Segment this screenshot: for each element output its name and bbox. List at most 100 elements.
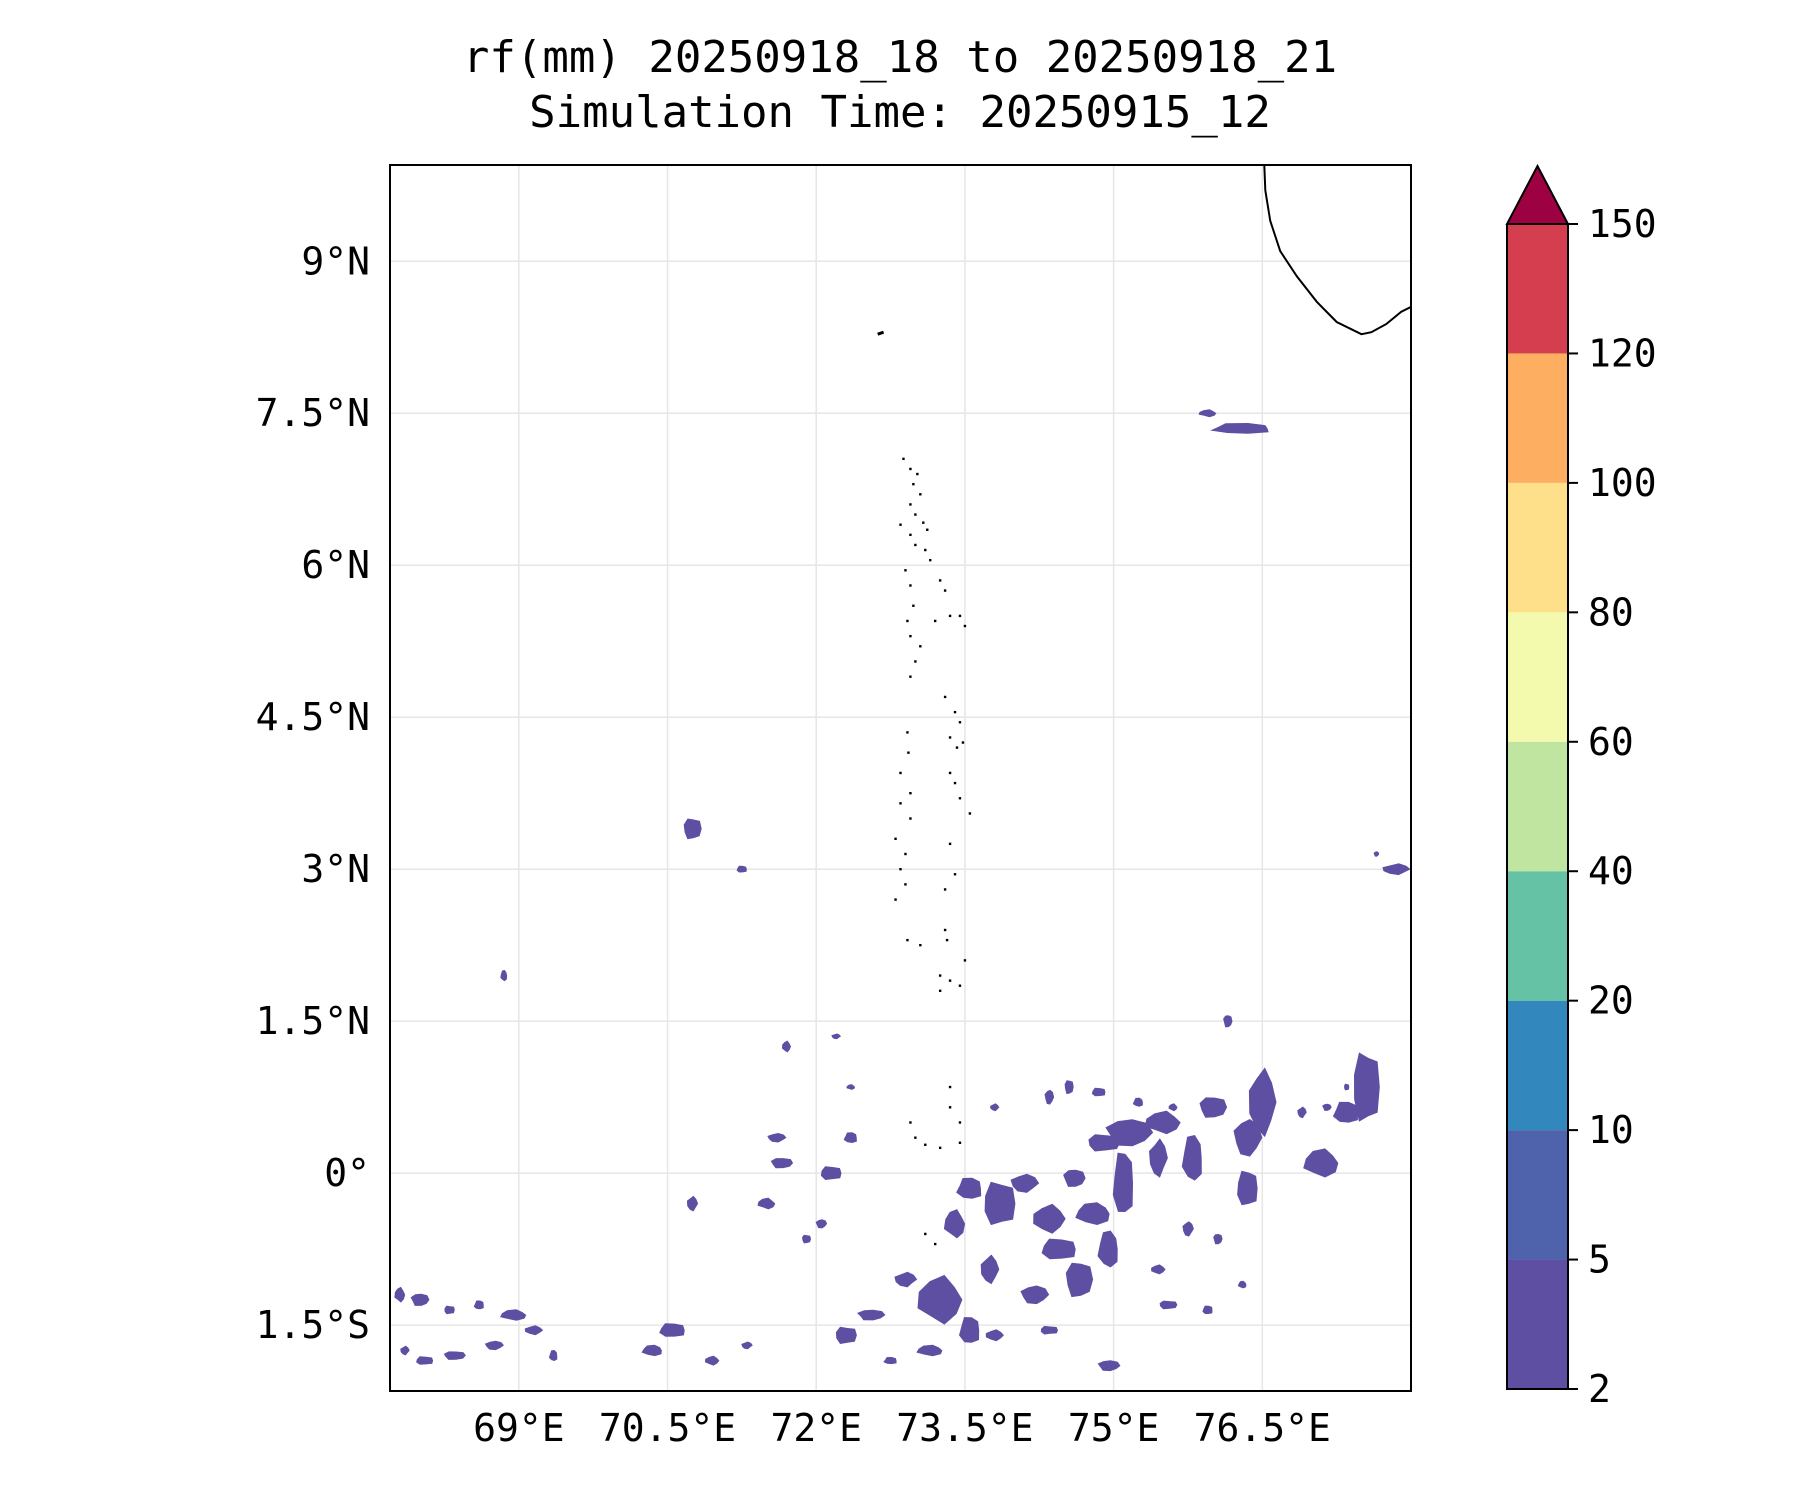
island-dot xyxy=(916,472,919,476)
rain-patch xyxy=(410,1293,430,1306)
rain-patch xyxy=(443,1351,466,1360)
island-dot xyxy=(933,1242,937,1246)
rain-patch xyxy=(802,1234,811,1244)
island-dot xyxy=(919,943,922,947)
island-dot xyxy=(907,751,910,754)
rain-patch xyxy=(1223,1015,1233,1028)
island-dot xyxy=(958,721,962,724)
colorbar-tick-label: 60 xyxy=(1588,720,1634,764)
rain-patch xyxy=(757,1197,776,1210)
island-dot xyxy=(963,959,967,962)
island-dot xyxy=(909,533,912,537)
rain-patch xyxy=(1159,1300,1178,1310)
island-dot xyxy=(945,938,949,942)
colorbar-segment xyxy=(1507,871,1568,1001)
rain-patch xyxy=(980,1254,1000,1285)
island-dot xyxy=(912,604,915,607)
colorbar: 2 5 10 20 40 60 80 100 120 150 xyxy=(1505,163,1657,1411)
island-dot xyxy=(958,1141,962,1144)
title-line-2: Simulation Time: 20250915_12 xyxy=(529,87,1271,138)
rain-patch xyxy=(1373,851,1380,857)
island-dot xyxy=(914,1136,917,1139)
island-dot xyxy=(938,974,942,977)
island-dot xyxy=(899,867,902,871)
rain-patch xyxy=(1210,423,1269,434)
lat-tick-label: 7.5°N xyxy=(256,391,370,435)
island-dot xyxy=(906,619,909,623)
island-dot xyxy=(963,624,967,628)
colorbar-tick-label: 20 xyxy=(1588,979,1634,1023)
colorbar-segment xyxy=(1507,353,1568,483)
colorbar-tick-label: 120 xyxy=(1588,331,1657,375)
rain-patch xyxy=(683,818,702,840)
rain-patch xyxy=(705,1355,720,1366)
colorbar-segment xyxy=(1507,482,1568,613)
island-dot xyxy=(906,731,909,734)
rain-patch xyxy=(484,1340,504,1351)
rain-patch xyxy=(1088,1134,1121,1152)
coastlines xyxy=(877,165,1411,1246)
map-area xyxy=(390,165,1411,1391)
island-dot xyxy=(902,457,905,461)
rain-patch xyxy=(1354,1052,1380,1122)
island-dot xyxy=(943,589,947,592)
lon-tick-label: 72°E xyxy=(770,1406,862,1450)
rain-patch xyxy=(1233,1119,1263,1157)
rain-patch xyxy=(736,865,747,873)
rain-patch xyxy=(835,1326,857,1344)
coastline-india xyxy=(1263,165,1411,336)
island-dot xyxy=(909,503,912,506)
rain-patch xyxy=(1044,1089,1055,1105)
rain-patch xyxy=(1097,1230,1118,1268)
island-dot xyxy=(948,771,952,775)
rain-patch xyxy=(1033,1203,1066,1234)
island-dot xyxy=(924,1232,927,1236)
island-dot xyxy=(953,873,957,876)
rain-patch xyxy=(1303,1148,1339,1178)
lat-tick-label: 3°N xyxy=(301,847,370,891)
rain-patch xyxy=(1322,1103,1332,1111)
rain-patch xyxy=(1382,863,1411,876)
rain-patch xyxy=(659,1323,685,1337)
island-dot xyxy=(929,558,932,562)
island-dot xyxy=(914,513,917,516)
coastline-lakshadweep xyxy=(877,330,885,336)
island-dot xyxy=(924,548,927,552)
rain-patch xyxy=(416,1356,434,1365)
rain-patch xyxy=(815,1219,828,1229)
colorbar-segment xyxy=(1507,612,1568,742)
rain-patch xyxy=(500,969,508,982)
island-dot xyxy=(909,817,912,820)
rain-patch xyxy=(741,1341,753,1350)
island-dot xyxy=(909,584,912,587)
rain-patch xyxy=(956,1177,982,1199)
island-dot xyxy=(894,898,897,901)
rain-patch xyxy=(846,1084,856,1090)
lon-tick-label: 76.5°E xyxy=(1194,1406,1331,1450)
colorbar-segment xyxy=(1507,1000,1568,1131)
rain-patch xyxy=(1344,1083,1350,1091)
lat-tick-label: 6°N xyxy=(301,543,370,587)
island-dot xyxy=(948,979,952,982)
island-dot xyxy=(938,579,942,582)
title-line-1: rf(mm) 20250918_18 to 20250918_21 xyxy=(463,32,1337,83)
island-dot xyxy=(938,1146,942,1150)
rain-patch xyxy=(1213,1234,1223,1245)
rain-patch xyxy=(1091,1087,1106,1097)
rain-patch xyxy=(1132,1097,1143,1107)
island-dot xyxy=(926,528,929,531)
island-dot xyxy=(904,883,907,886)
rain-patch xyxy=(1065,1262,1094,1298)
island-dot xyxy=(933,619,937,623)
rain-patch xyxy=(959,1317,980,1343)
rain-patch xyxy=(1010,1173,1040,1193)
colorbar-tick-label: 2 xyxy=(1588,1367,1611,1411)
rain-patch xyxy=(1112,1152,1133,1212)
rain-patch xyxy=(857,1309,886,1321)
colorbar-frame xyxy=(1506,224,1569,1390)
rain-patch xyxy=(400,1345,410,1356)
rain-patch xyxy=(894,1271,918,1288)
island-dot xyxy=(919,645,922,648)
colorbar-segment xyxy=(1507,1130,1568,1260)
colorbar-segment xyxy=(1507,224,1568,354)
